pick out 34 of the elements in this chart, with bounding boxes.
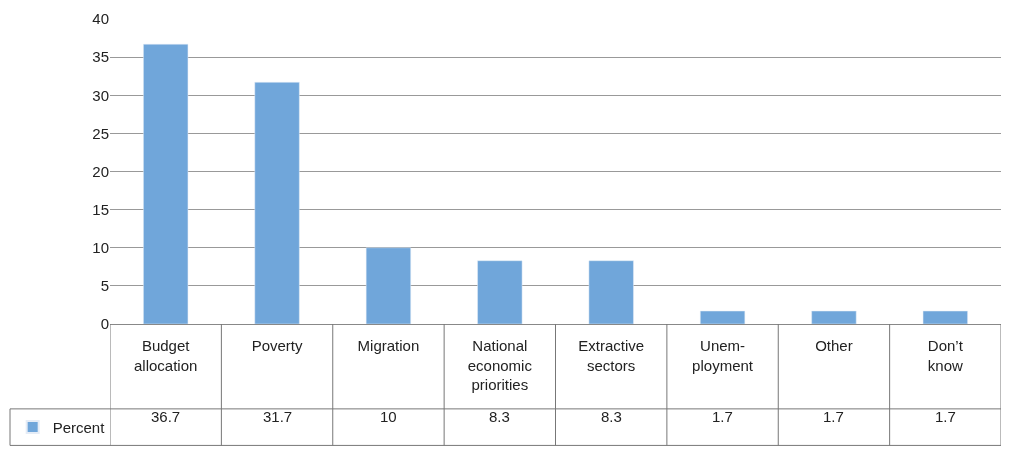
data-label: 8.3 <box>601 408 622 425</box>
data-label: 36.7 <box>151 408 181 425</box>
y-tick-label: 5 <box>100 277 109 295</box>
y-tick-label: 25 <box>92 124 109 142</box>
data-label: 8.3 <box>489 408 510 425</box>
x-tick-label: Unem- ployment <box>692 337 754 374</box>
bar <box>477 260 523 324</box>
data-label: 1.7 <box>935 408 956 425</box>
bar <box>254 82 300 324</box>
y-tick-label: 20 <box>92 162 109 180</box>
y-tick-label: 10 <box>92 239 109 256</box>
data-label: 31.7 <box>263 408 293 425</box>
data-label: 10 <box>380 408 397 425</box>
bar <box>365 247 411 324</box>
bar <box>143 43 189 324</box>
data-label: 1.7 <box>823 408 844 425</box>
y-tick-label: 15 <box>92 200 109 218</box>
x-tick-label: Migration <box>357 337 420 354</box>
data-label: 1.7 <box>712 408 733 425</box>
bar <box>922 310 968 324</box>
y-tick-label: 40 <box>92 10 109 28</box>
bar <box>588 260 634 324</box>
x-tick-label: Poverty <box>251 337 303 354</box>
y-tick-label: 30 <box>92 86 109 104</box>
bar <box>811 310 857 324</box>
y-tick-label: 0 <box>100 315 109 333</box>
legend-label: Percent <box>52 418 106 436</box>
x-tick-label: Budget allocation <box>133 337 198 374</box>
x-tick-label: Extractive sectors <box>578 337 645 374</box>
x-tick-label: Other <box>815 337 853 354</box>
x-tick-label: National economic priorities <box>467 337 533 393</box>
y-tick-label: 35 <box>92 48 109 66</box>
x-tick-label: Don’t know <box>927 337 964 374</box>
bar <box>700 310 746 324</box>
